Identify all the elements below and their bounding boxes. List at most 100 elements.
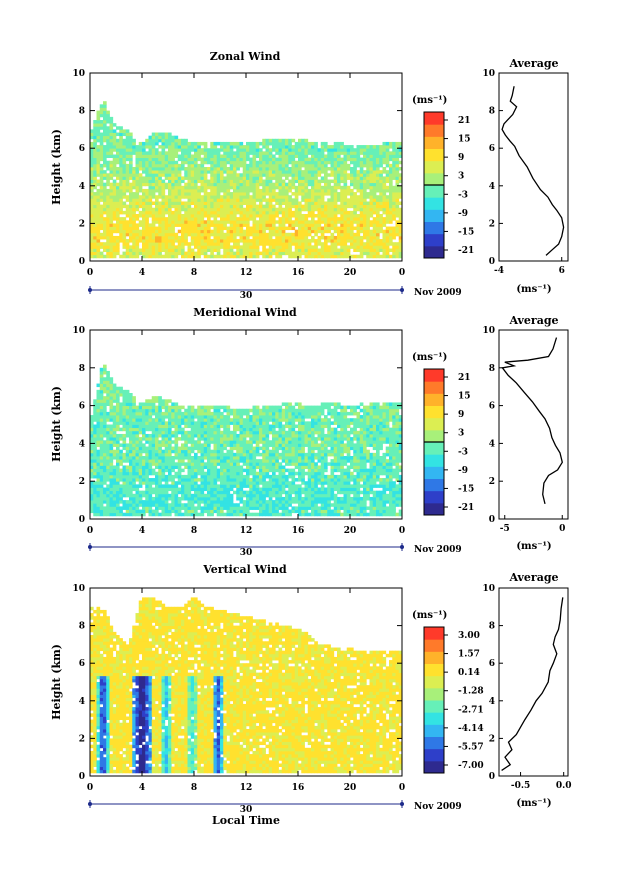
heatmap-cell	[93, 198, 97, 202]
heatmap-cell	[103, 481, 107, 485]
heatmap-cell	[125, 163, 130, 168]
heatmap-cell	[132, 198, 136, 202]
heatmap-cell	[184, 506, 188, 510]
heatmap-cell	[145, 201, 149, 205]
heatmap-cell	[171, 478, 175, 482]
heatmap-cell	[96, 173, 101, 177]
heatmap-cell	[155, 462, 159, 466]
heatmap-cell	[216, 210, 221, 215]
heatmap-cell	[343, 251, 348, 256]
heatmap-cell	[236, 204, 240, 209]
heatmap-cell	[275, 157, 279, 162]
heatmap-cell	[168, 163, 172, 168]
heatmap-cell	[216, 506, 221, 510]
heatmap-cell	[171, 468, 175, 473]
heatmap-cell	[275, 160, 279, 165]
heatmap-cell	[90, 167, 94, 171]
heatmap-cell	[324, 254, 328, 259]
heatmap-cell	[132, 182, 136, 187]
heatmap-cell	[158, 430, 162, 435]
heatmap-cell	[304, 235, 309, 240]
heatmap-cell	[106, 148, 110, 152]
heatmap-cell	[90, 415, 94, 419]
heatmap-cell	[116, 509, 120, 514]
heatmap-cell	[356, 160, 361, 165]
heatmap-cell	[194, 226, 198, 231]
heatmap-cell	[135, 411, 140, 416]
heatmap-cell	[385, 176, 390, 180]
heatmap-cell	[239, 235, 244, 240]
heatmap-cell	[116, 503, 120, 507]
heatmap-cell	[330, 185, 335, 190]
heatmap-cell	[252, 145, 257, 149]
heatmap-cell	[333, 167, 338, 171]
heatmap-cell	[200, 430, 205, 435]
heatmap-cell	[246, 226, 250, 231]
heatmap-cell	[333, 204, 338, 209]
heatmap-cell	[93, 235, 97, 240]
heatmap-cell	[304, 151, 309, 155]
heatmap-cell	[125, 242, 130, 246]
heatmap-cell	[317, 151, 322, 155]
heatmap-cell	[171, 154, 175, 158]
heatmap-cell	[106, 449, 110, 454]
heatmap-cell	[148, 449, 153, 454]
heatmap-cell	[246, 214, 250, 218]
heatmap-cell	[268, 185, 273, 190]
heatmap-cell	[385, 217, 390, 221]
heatmap-cell	[148, 207, 153, 212]
heatmap-cell	[317, 239, 322, 243]
heatmap-cell	[242, 145, 247, 149]
heatmap-cell	[122, 503, 127, 507]
heatmap-cell	[145, 465, 149, 469]
heatmap-cell	[190, 484, 195, 488]
heatmap-cell	[268, 248, 273, 252]
heatmap-cell	[392, 185, 396, 190]
heatmap-cell	[184, 449, 188, 454]
heatmap-cell	[148, 481, 153, 485]
y-tick-label: 4	[79, 182, 85, 192]
heatmap-cell	[177, 198, 182, 202]
heatmap-cell	[369, 207, 374, 212]
heatmap-cell	[96, 456, 101, 460]
heatmap-cell	[268, 251, 273, 256]
heatmap-cell	[298, 251, 302, 256]
heatmap-cell	[382, 229, 387, 234]
heatmap-cell	[138, 160, 143, 165]
heatmap-cell	[132, 424, 136, 429]
heatmap-cell	[187, 192, 192, 196]
heatmap-cell	[148, 503, 153, 507]
heatmap-cell	[112, 157, 117, 162]
heatmap-cell	[395, 141, 400, 146]
heatmap-cell	[291, 232, 296, 237]
heatmap-cell	[272, 220, 276, 224]
heatmap-cell	[138, 430, 143, 435]
heatmap-cell	[389, 217, 393, 221]
heatmap-cell	[119, 217, 123, 221]
heatmap-cell	[161, 198, 166, 202]
heatmap-cell	[135, 462, 140, 466]
average-title: Average	[508, 57, 558, 70]
heatmap-cell	[103, 462, 107, 466]
heatmap-cell	[122, 433, 127, 438]
heatmap-cell	[275, 226, 279, 231]
heatmap-cell	[116, 204, 120, 209]
heatmap-cell	[376, 239, 380, 243]
heatmap-cell	[294, 245, 299, 249]
heatmap-cell	[346, 248, 351, 252]
heatmap-cell	[93, 248, 97, 252]
heatmap-cell	[203, 474, 208, 479]
heatmap-cell	[187, 220, 192, 224]
heatmap-cell	[216, 179, 221, 184]
heatmap-cell	[252, 232, 257, 237]
heatmap-cell	[148, 242, 153, 246]
heatmap-cell	[233, 512, 237, 517]
heatmap-cell	[242, 157, 247, 162]
heatmap-cell	[398, 229, 403, 234]
heatmap-cell	[135, 500, 140, 504]
heatmap-cell	[96, 163, 101, 168]
heatmap-cell	[161, 509, 166, 514]
heatmap-cell	[90, 456, 94, 460]
heatmap-cell	[125, 132, 130, 137]
heatmap-cell	[138, 248, 143, 252]
